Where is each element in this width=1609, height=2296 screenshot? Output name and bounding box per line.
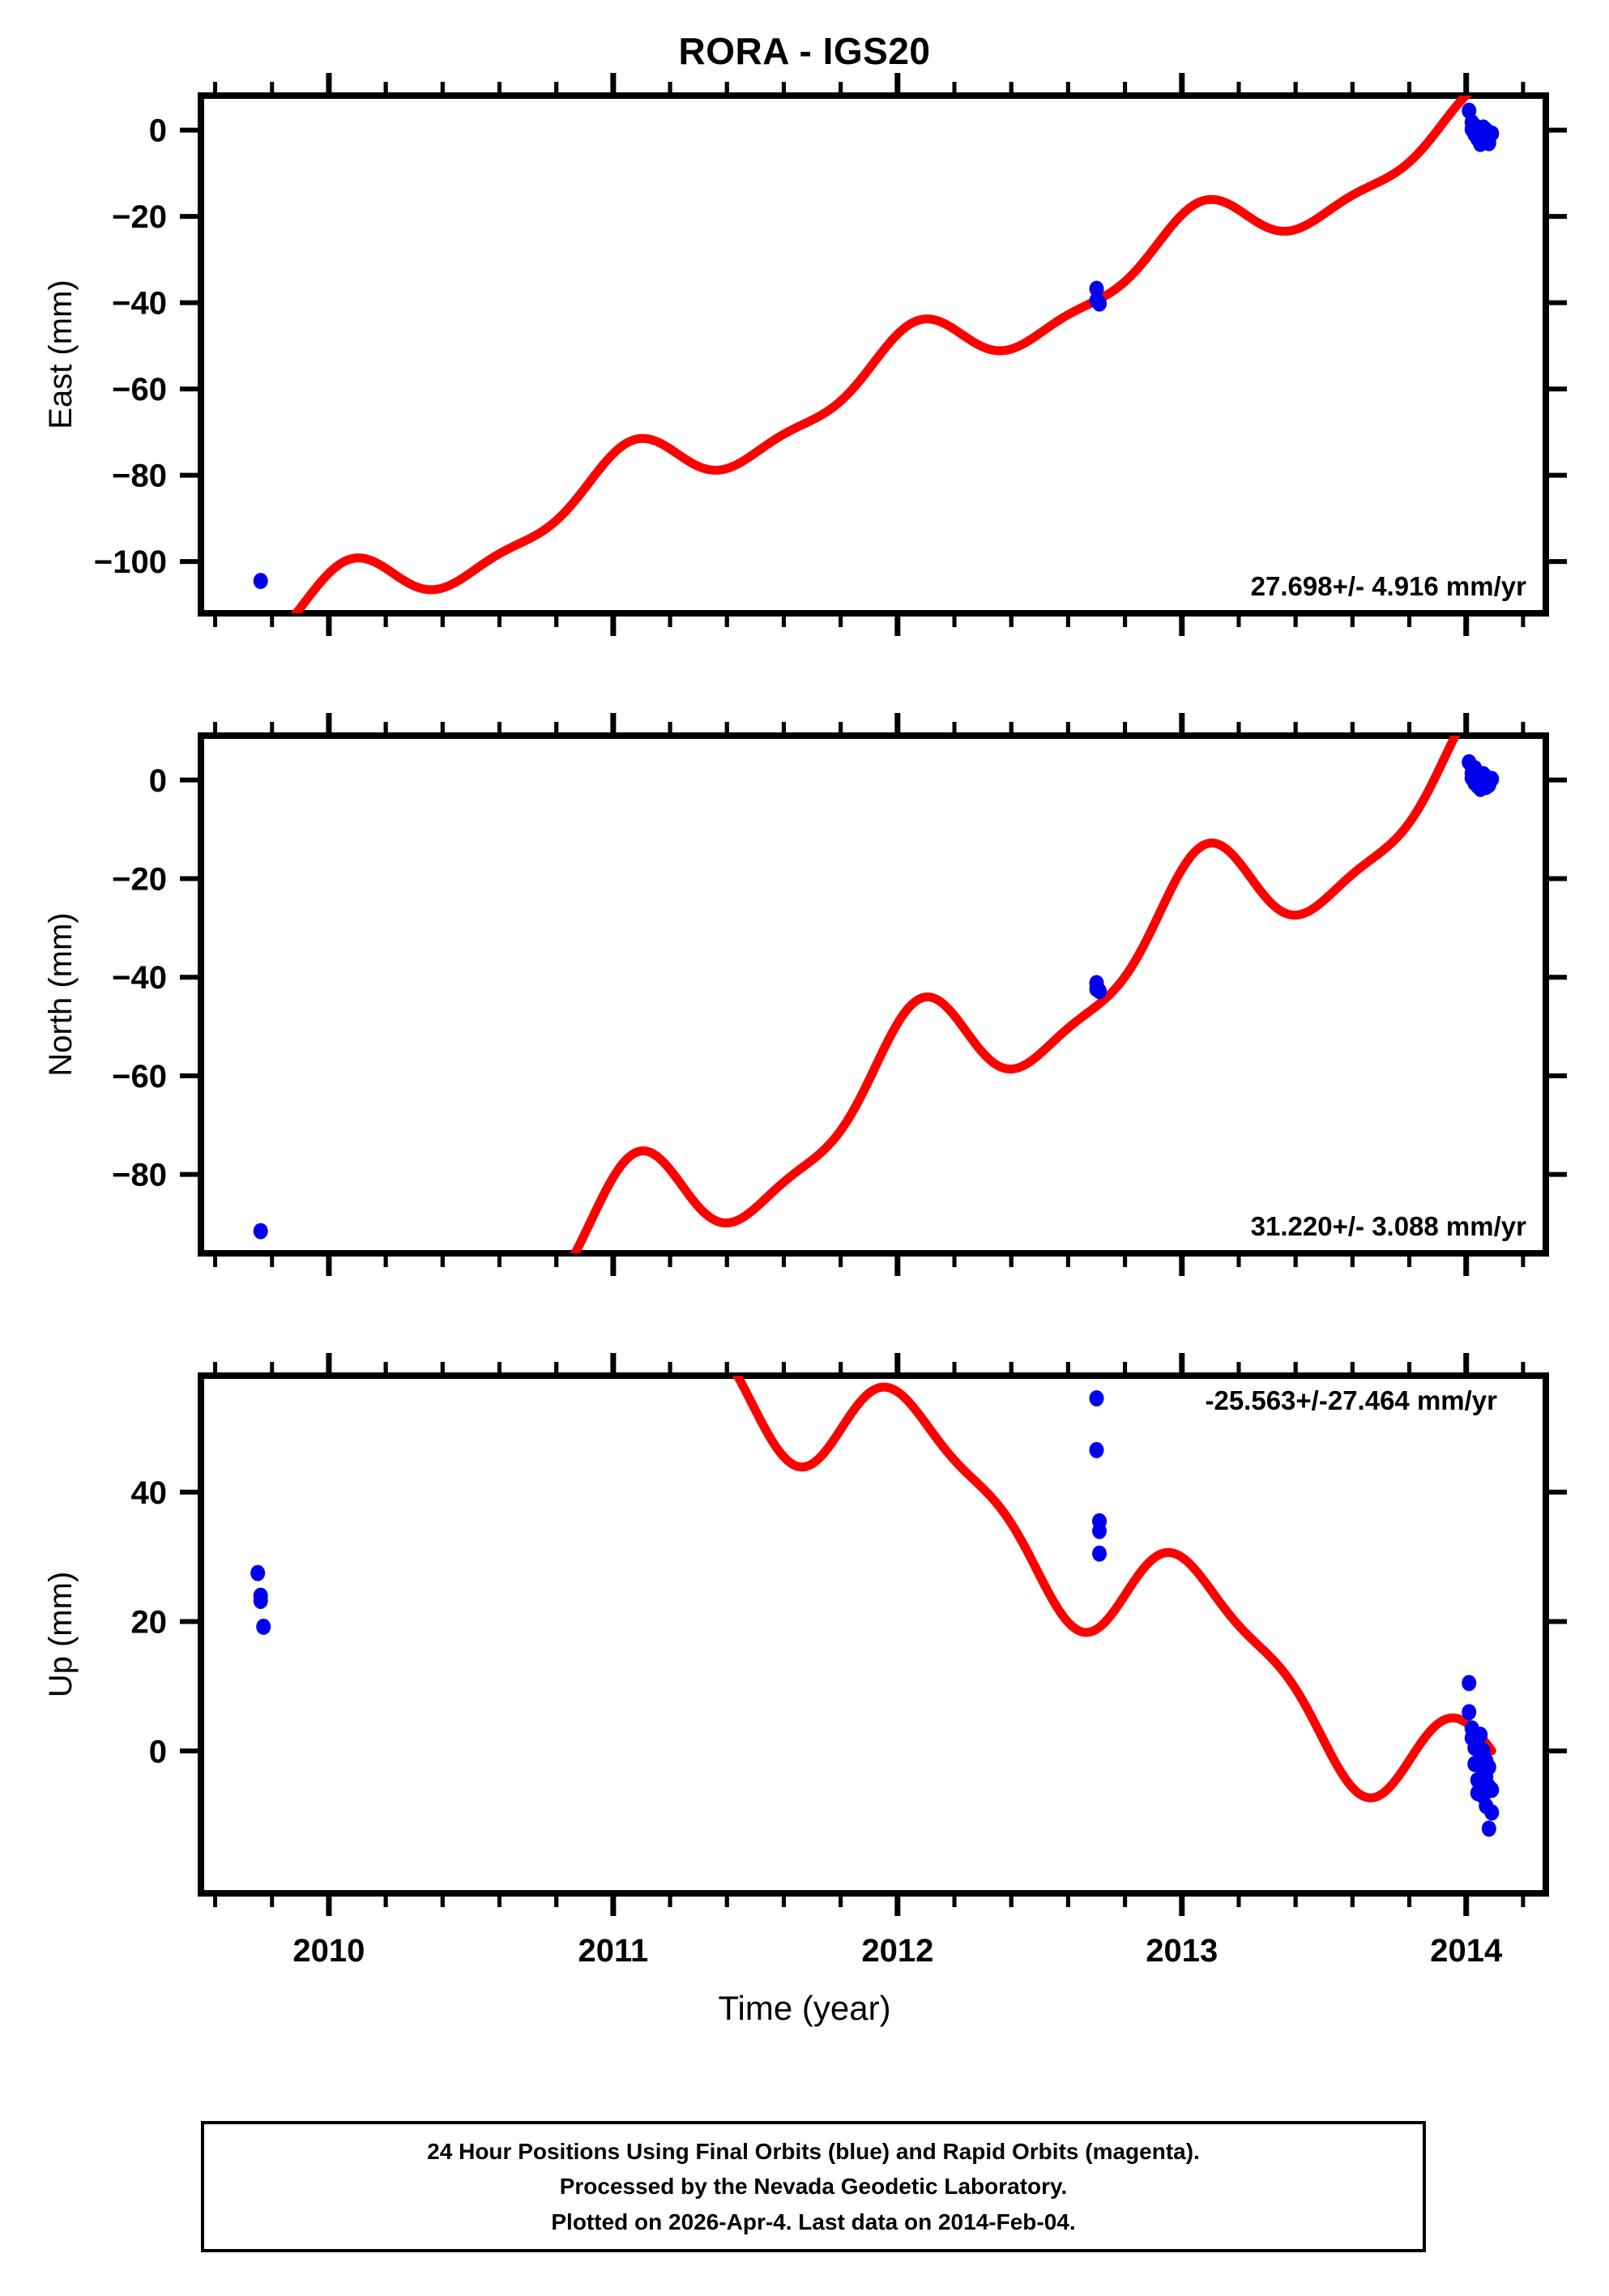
- x-tick-label: 2013: [1146, 1933, 1218, 1969]
- caption-line-3: Plotted on 2026-Apr-4. Last data on 2014…: [551, 2209, 1076, 2234]
- data-point: [253, 1592, 268, 1609]
- page-title: RORA - IGS20: [678, 30, 931, 72]
- y-tick-label: −80: [112, 459, 167, 494]
- y-tick-label: 0: [149, 763, 167, 799]
- rate-annotation: 27.698+/- 4.916 mm/yr: [1251, 571, 1526, 601]
- y-axis-title: East (mm): [43, 280, 79, 429]
- data-point: [253, 1223, 268, 1240]
- caption-box: 24 Hour Positions Using Final Orbits (bl…: [201, 2121, 1426, 2252]
- data-layer: [253, 736, 1500, 1253]
- data-point: [1484, 770, 1500, 787]
- data-point: [1089, 280, 1104, 297]
- x-tick-label: 2014: [1430, 1933, 1503, 1969]
- y-tick-label: 0: [149, 113, 167, 149]
- y-tick-label: −40: [112, 960, 167, 996]
- data-point: [1092, 983, 1108, 1000]
- y-tick-label: −100: [94, 544, 167, 580]
- data-point: [1481, 1820, 1496, 1837]
- chart-north: 0−20−40−60−8020102011201220132014North (…: [43, 713, 1567, 1329]
- data-point: [1462, 1675, 1477, 1692]
- data-point: [1484, 1782, 1500, 1799]
- plot-frame: [198, 1372, 1549, 1897]
- y-tick-label: −80: [112, 1158, 167, 1193]
- series-final-orbits: [253, 102, 1500, 590]
- y-tick-label: −20: [112, 861, 167, 897]
- model-curve: [290, 96, 1473, 613]
- data-point: [1484, 125, 1500, 142]
- data-point: [250, 1564, 266, 1581]
- series-final-orbits: [250, 1389, 1500, 1837]
- chart-east: 0−20−40−60−80−10020102011201220132014Eas…: [43, 73, 1567, 689]
- data-point: [1089, 1441, 1104, 1458]
- y-tick-label: 0: [149, 1734, 167, 1769]
- data-layer: [253, 96, 1500, 613]
- y-tick-label: 40: [131, 1475, 168, 1511]
- x-tick-label: 2012: [861, 1933, 933, 1969]
- rate-annotation: -25.563+/-27.464 mm/yr: [1205, 1385, 1497, 1415]
- x-axis-title: Time (year): [718, 1989, 891, 2027]
- data-point: [1484, 1804, 1500, 1821]
- y-tick-label: −40: [112, 286, 167, 322]
- y-tick-label: −20: [112, 199, 167, 235]
- data-point: [256, 1618, 271, 1635]
- y-tick-label: −60: [112, 372, 167, 408]
- data-point: [1462, 1704, 1477, 1721]
- caption-line-1: 24 Hour Positions Using Final Orbits (bl…: [427, 2138, 1200, 2164]
- y-axis-title: Up (mm): [43, 1572, 79, 1698]
- rate-annotation: 31.220+/- 3.088 mm/yr: [1251, 1211, 1526, 1241]
- data-point: [1481, 1759, 1496, 1776]
- chart-up: 40 20 0 2010 2011 2012 2013 2014 Up (mm) -25.563+…: [43, 1353, 1567, 1969]
- panel-up: 40 20 0 2010 2011 2012 2013 2014 Up (mm) -25.563+…: [0, 1353, 1609, 1993]
- data-point: [1473, 1726, 1488, 1743]
- caption-line-2: Processed by the Nevada Geodetic Laborat…: [559, 2174, 1068, 2200]
- panel-east: 0−20−40−60−80−10020102011201220132014Eas…: [0, 73, 1609, 689]
- series-final-orbits: [253, 753, 1500, 1240]
- plot-frame: [198, 92, 1549, 617]
- model-curve: [732, 1376, 1496, 1803]
- data-point: [1092, 1545, 1108, 1562]
- data-point: [1089, 1389, 1104, 1406]
- data-point: [1092, 295, 1108, 312]
- x-tick-label: 2010: [292, 1933, 365, 1969]
- plot-frame: [198, 732, 1549, 1257]
- y-tick-label: 20: [131, 1605, 168, 1641]
- y-tick-label: −60: [112, 1059, 167, 1095]
- panel-north: 0−20−40−60−8020102011201220132014North (…: [0, 713, 1609, 1329]
- data-point: [1092, 1522, 1108, 1539]
- data-layer: [250, 1376, 1500, 1837]
- data-point: [253, 573, 268, 590]
- y-axis-title: North (mm): [43, 912, 79, 1076]
- x-tick-label: 2011: [578, 1933, 648, 1969]
- model-curve: [570, 736, 1461, 1253]
